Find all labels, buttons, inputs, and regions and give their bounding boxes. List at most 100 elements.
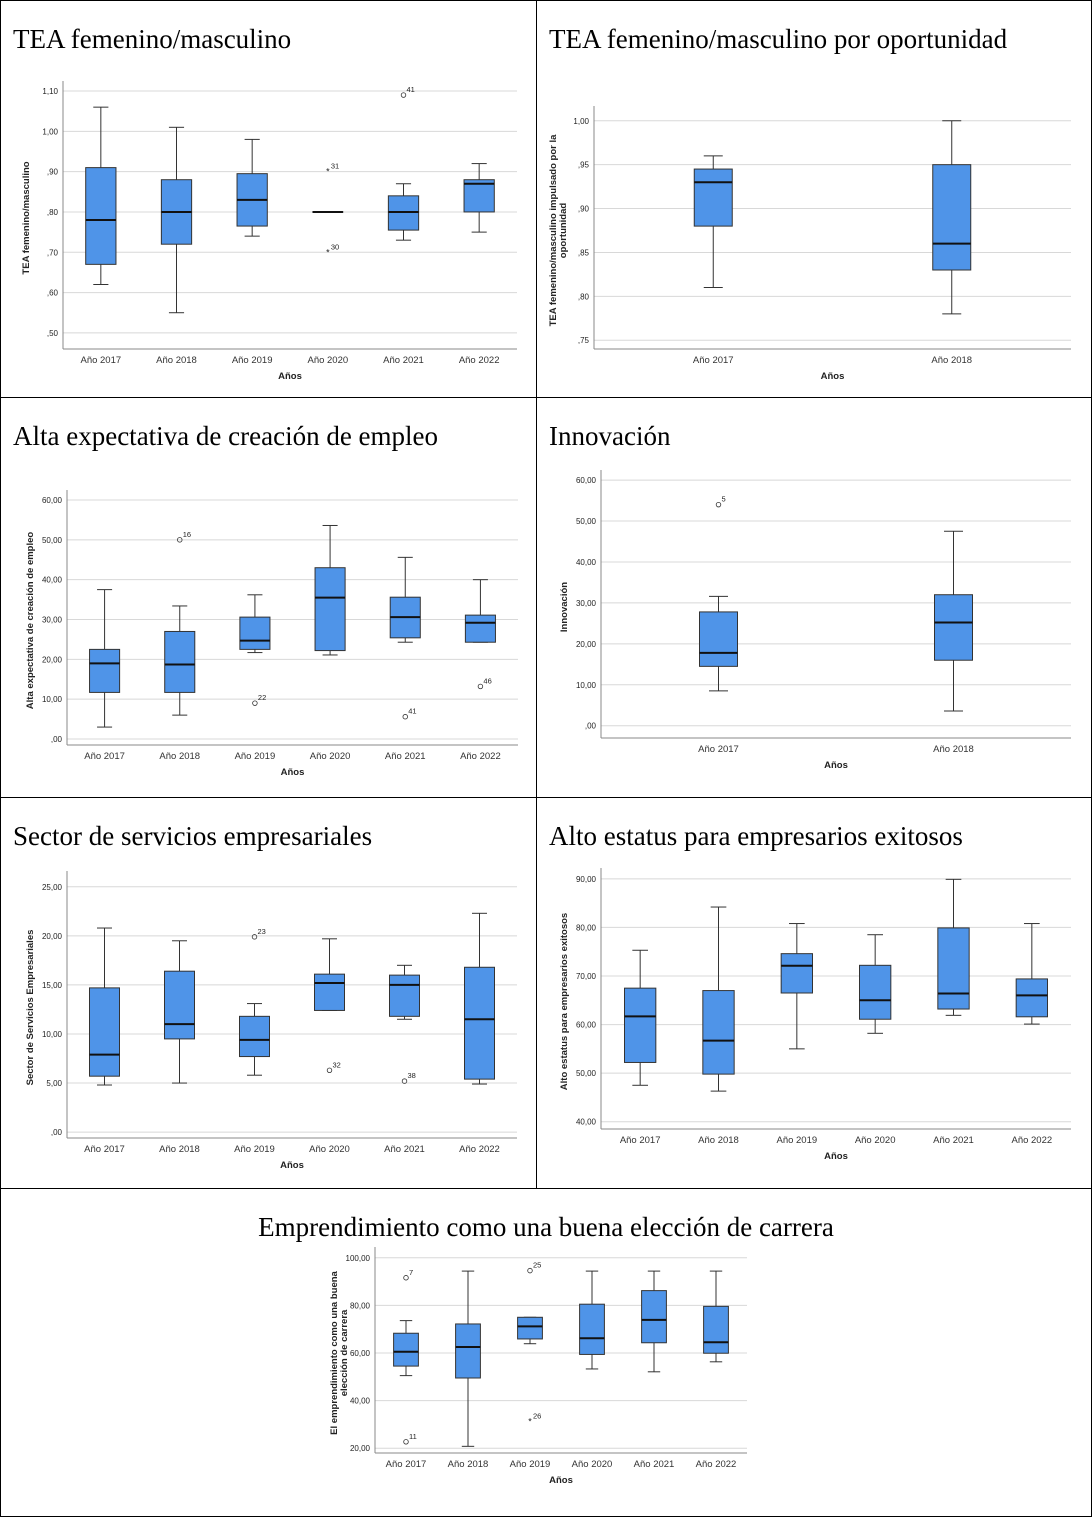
y-tick-label: ,00 bbox=[585, 722, 597, 731]
panel-title: TEA femenino/masculino por oportunidad bbox=[549, 24, 1008, 54]
panel-title: Emprendimiento como una buena elección d… bbox=[258, 1212, 834, 1242]
y-tick-label: 60,00 bbox=[42, 496, 63, 505]
y-tick-label: 80,00 bbox=[350, 1301, 371, 1310]
outlier-marker bbox=[251, 934, 258, 940]
outlier-marker bbox=[403, 1275, 409, 1281]
outlier-label: 16 bbox=[183, 530, 191, 539]
outlier-label: 31 bbox=[331, 162, 339, 171]
box bbox=[393, 1332, 419, 1367]
outlier-label: 32 bbox=[333, 1060, 341, 1069]
box bbox=[641, 1290, 667, 1344]
y-tick-label: 10,00 bbox=[42, 1030, 63, 1039]
box bbox=[239, 616, 271, 650]
y-tick-label: 20,00 bbox=[576, 640, 597, 649]
x-tick-label: Año 2020 bbox=[855, 1135, 896, 1146]
outlier-marker bbox=[400, 92, 407, 98]
x-tick-label: Año 2021 bbox=[384, 1144, 425, 1155]
panel-title: TEA femenino/masculino bbox=[13, 24, 292, 54]
y-tick-label: 40,00 bbox=[576, 558, 597, 567]
y-tick-label: 50,00 bbox=[576, 517, 597, 526]
x-tick-label: Año 2017 bbox=[386, 1459, 427, 1470]
x-tick-label: Año 2019 bbox=[776, 1135, 817, 1146]
y-axis-label-line: elección de carrera bbox=[339, 1309, 350, 1396]
boxplot-chart: ,75 ,80 ,85 ,90 ,95 1,00 Año 2017 Año 2018 Años T… bbox=[548, 106, 1071, 382]
x-axis-label: Años bbox=[824, 1151, 848, 1162]
x-axis-label: Años bbox=[549, 1475, 573, 1486]
x-tick-label: Año 2021 bbox=[634, 1459, 675, 1470]
y-axis-label: TEA femenino/masculino bbox=[21, 161, 32, 274]
box bbox=[624, 987, 657, 1063]
y-axis-label: Sector de Servicios Empresariales bbox=[25, 930, 36, 1086]
outlier-marker: * bbox=[326, 247, 330, 257]
panel-sector-servicios: Sector de servicios empresariales ,00 5,0… bbox=[0, 797, 537, 1189]
y-tick-label: 60,00 bbox=[350, 1349, 371, 1358]
y-tick-label: ,80 bbox=[47, 208, 59, 217]
y-axis-label: Innovación bbox=[559, 582, 570, 632]
x-tick-label: Año 2018 bbox=[698, 1135, 739, 1146]
outlier-marker bbox=[715, 501, 722, 508]
y-tick-label: ,95 bbox=[578, 161, 590, 170]
panel-emprendimiento: Emprendimiento como una buena elección d… bbox=[0, 1188, 1092, 1517]
x-tick-label: Año 2019 bbox=[232, 355, 273, 366]
x-axis-label: Años bbox=[821, 371, 845, 382]
y-tick-label: 20,00 bbox=[42, 655, 63, 664]
x-tick-label: Año 2022 bbox=[459, 355, 500, 366]
outlier-marker bbox=[177, 537, 183, 543]
outlier-label: 5 bbox=[722, 495, 726, 504]
outlier-marker bbox=[402, 714, 408, 720]
outlier-label: 30 bbox=[331, 242, 339, 251]
y-axis-label-line: El emprendimiento como una buena bbox=[329, 1270, 340, 1434]
y-axis-label: Alta expectativa de creación de empleo bbox=[25, 532, 36, 710]
panel-alto-estatus: Alto estatus para empresarios exitosos 4… bbox=[536, 797, 1092, 1189]
outlier-marker: * bbox=[528, 1417, 532, 1427]
box bbox=[780, 953, 814, 994]
y-tick-label: 60,00 bbox=[576, 476, 597, 485]
boxplot-chart: 40,00 50,00 60,00 70,00 80,00 90,00 Año 2017 Añ… bbox=[559, 868, 1071, 1162]
y-tick-label: 1,00 bbox=[573, 117, 589, 126]
x-tick-label: Año 2020 bbox=[572, 1459, 613, 1470]
x-tick-label: Año 2019 bbox=[235, 751, 276, 762]
x-tick-label: Año 2017 bbox=[80, 355, 121, 366]
box bbox=[464, 966, 495, 1080]
box bbox=[693, 168, 733, 227]
outlier-label: 26 bbox=[533, 1412, 541, 1421]
outlier-label: 11 bbox=[409, 1432, 417, 1441]
box bbox=[389, 974, 420, 1017]
y-tick-label: 70,00 bbox=[576, 972, 597, 981]
y-tick-label: 25,00 bbox=[42, 883, 63, 892]
panel-tea-oportunidad: TEA femenino/masculino por oportunidad ,… bbox=[536, 0, 1092, 398]
y-tick-label: 80,00 bbox=[576, 923, 597, 932]
y-axis-label-line: oportunidad bbox=[558, 203, 569, 259]
y-tick-label: ,90 bbox=[47, 168, 59, 177]
boxplot-chart: ,00 10,00 20,00 30,00 40,00 50,00 60,00 Año 201… bbox=[25, 490, 518, 778]
outlier-label: 41 bbox=[407, 85, 415, 94]
y-tick-label: 40,00 bbox=[576, 1118, 597, 1127]
x-axis-label: Años bbox=[281, 767, 305, 778]
outlier-marker bbox=[403, 1439, 409, 1445]
box bbox=[932, 164, 972, 271]
outlier-label: 46 bbox=[483, 676, 491, 685]
y-tick-label: 20,00 bbox=[350, 1444, 371, 1453]
box bbox=[579, 1303, 605, 1355]
panel-title: Sector de servicios empresariales bbox=[13, 821, 373, 851]
x-tick-label: Año 2020 bbox=[307, 355, 348, 366]
box bbox=[85, 167, 117, 265]
box bbox=[463, 179, 495, 213]
outlier-marker bbox=[527, 1267, 533, 1274]
panel-innovacion: Innovación ,00 10,00 20,00 30,00 40,00 50,00 6… bbox=[536, 397, 1092, 798]
boxplot-chart: 20,00 40,00 60,00 80,00 100,00 Año 2017 Año 20… bbox=[329, 1247, 747, 1486]
y-tick-label: 15,00 bbox=[42, 981, 63, 990]
panel-title: Alta expectativa de creación de empleo bbox=[13, 421, 439, 451]
y-tick-label: 10,00 bbox=[576, 681, 597, 690]
box bbox=[703, 1305, 729, 1354]
y-tick-label: 50,00 bbox=[42, 536, 63, 545]
x-tick-label: Año 2018 bbox=[156, 355, 197, 366]
y-axis-label: TEA femenino/masculino impulsado por lao… bbox=[548, 134, 569, 327]
y-tick-label: 40,00 bbox=[350, 1397, 371, 1406]
x-tick-label: Año 2020 bbox=[310, 751, 351, 762]
x-axis-label: Años bbox=[824, 760, 848, 771]
box bbox=[1015, 978, 1048, 1018]
panel-title: Innovación bbox=[549, 421, 671, 451]
y-tick-label: ,90 bbox=[578, 205, 590, 214]
y-tick-label: ,60 bbox=[47, 289, 59, 298]
